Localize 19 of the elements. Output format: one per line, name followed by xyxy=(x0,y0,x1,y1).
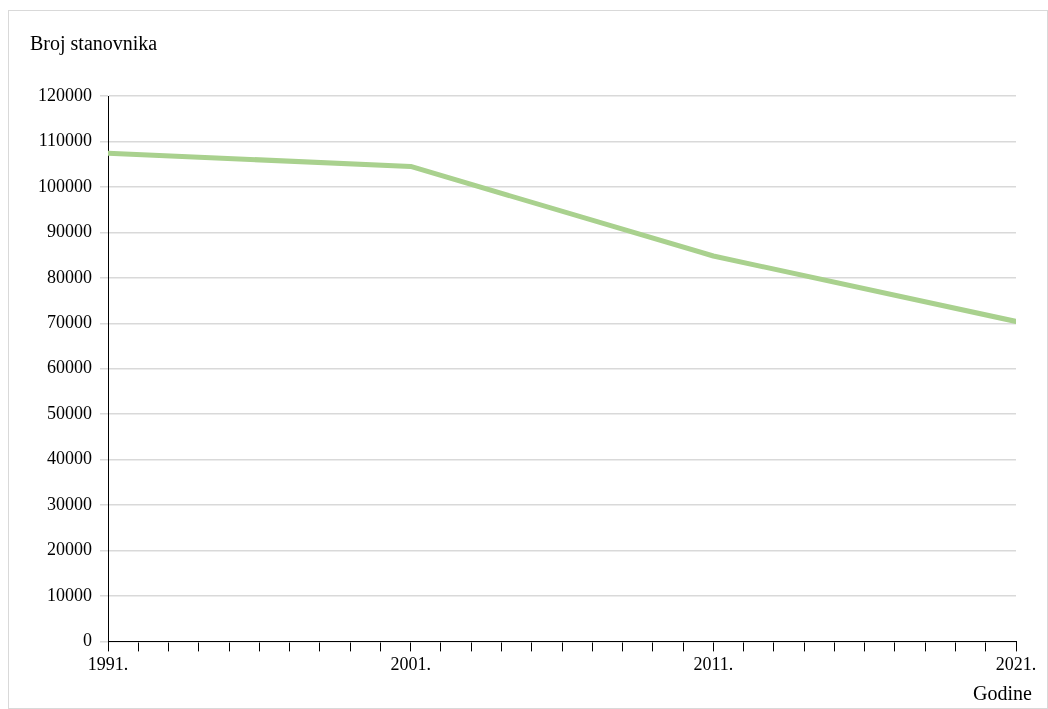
x-tick-label: 2021. xyxy=(995,653,1037,674)
y-tick-label: 10000 xyxy=(47,584,92,605)
y-tick-label: 110000 xyxy=(38,130,92,151)
y-tick-label: 90000 xyxy=(47,221,92,242)
y-tick-label: 20000 xyxy=(47,539,92,560)
y-tick-label: 80000 xyxy=(47,266,92,287)
y-tick-label: 120000 xyxy=(38,84,92,105)
y-tick-label: 40000 xyxy=(47,448,92,469)
y-tick-label: 60000 xyxy=(47,357,92,378)
y-tick-label: 0 xyxy=(83,630,92,651)
y-tick-label: 30000 xyxy=(47,493,92,514)
y-tick-label: 50000 xyxy=(47,402,92,423)
x-tick-label: 2001. xyxy=(390,653,431,674)
x-tick-label: 2011. xyxy=(693,653,734,674)
y-tick-label: 70000 xyxy=(47,311,92,332)
x-axis-title: Godine xyxy=(973,682,1032,705)
x-tick-label: 1991. xyxy=(87,653,129,674)
y-tick-label: 100000 xyxy=(38,175,92,196)
y-axis-title: Broj stanovnika xyxy=(30,32,158,55)
